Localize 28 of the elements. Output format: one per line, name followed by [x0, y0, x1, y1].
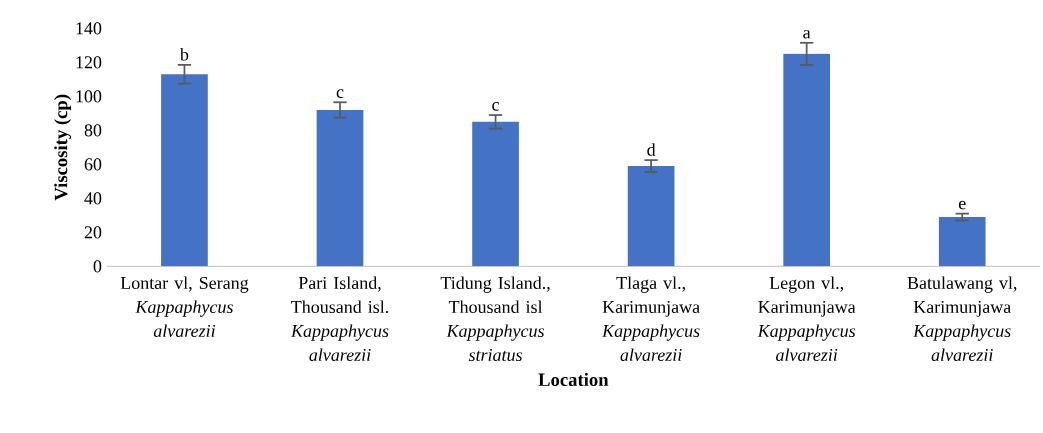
bar [316, 109, 364, 267]
y-tick-label: 120 [76, 56, 102, 69]
x-axis-title: Location [538, 372, 609, 387]
bar [783, 53, 830, 267]
y-tick-label: 20 [84, 226, 102, 239]
x-tick-label: Tlaga vl., Karimunjawa Kappaphycus alvarezii [601, 276, 700, 362]
x-tick-label: Batulawang vl, Karimunjawa Kappaphycus alvarezii [907, 276, 1017, 362]
annotation: c [336, 89, 344, 99]
annotation: b [179, 47, 189, 61]
y-tick-label: 140 [76, 22, 102, 35]
y-tick-label: 80 [84, 124, 102, 137]
annotation: d [647, 143, 656, 156]
annotation: e [958, 200, 966, 210]
annotation: c [492, 102, 500, 111]
y-tick-label: 60 [84, 158, 102, 171]
y-tick-label: 0 [93, 260, 102, 273]
bar [938, 217, 986, 267]
x-tick-label: Legon vl., Karimunjawa Kappaphycus alvarezii [757, 276, 856, 362]
y-axis-title: Viscosity (cp) [54, 94, 72, 201]
bar [627, 166, 675, 267]
y-tick-label: 40 [84, 192, 102, 205]
annotation: a [803, 29, 811, 39]
bar [472, 121, 519, 267]
x-tick-label: Tidung Island., Thousand isl Kappaphycus striatus [440, 276, 550, 362]
x-tick-label: Pari Island, Thousand isl. Kappaphycus alvarezii [290, 276, 389, 362]
bar [161, 74, 208, 267]
x-tick-label: Lontar vl, Serang Kappaphycus alvarezii [120, 276, 249, 338]
y-tick-label: 100 [76, 90, 102, 103]
